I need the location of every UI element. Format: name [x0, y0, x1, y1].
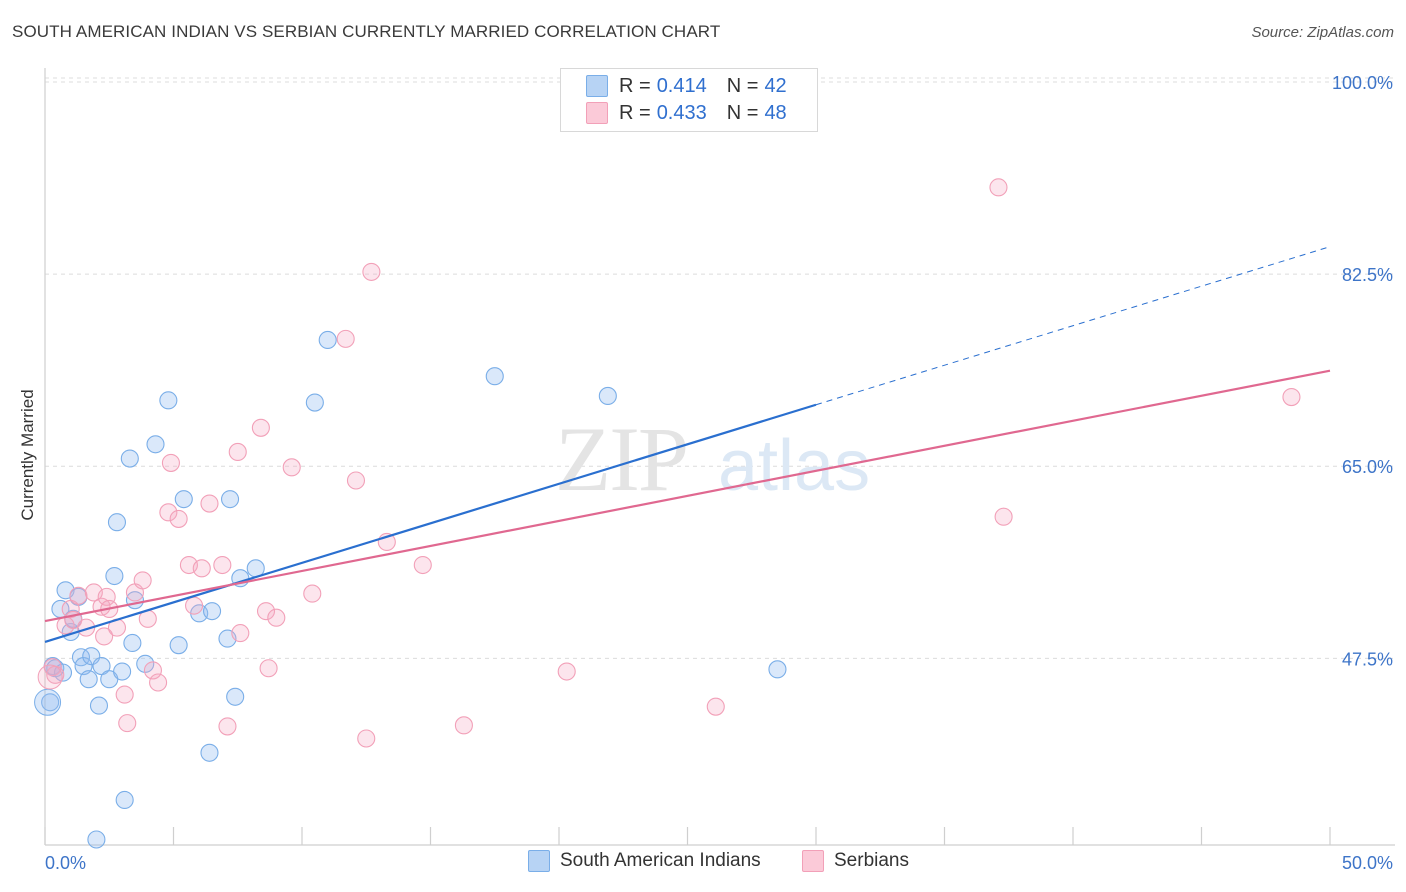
point-serbian — [362, 262, 381, 281]
watermark-atlas: atlas — [718, 426, 870, 506]
point-south-american-indian — [200, 743, 219, 762]
watermark-zip: ZIP — [555, 408, 687, 510]
point-serbian-large — [37, 664, 63, 690]
point-south-american-indian — [203, 602, 222, 621]
point-serbian — [169, 509, 188, 528]
chart-source: Source: ZipAtlas.com — [1251, 24, 1394, 41]
point-serbian — [69, 586, 88, 605]
point-serbian — [989, 178, 1008, 197]
point-south-american-indian — [115, 790, 134, 810]
point-south-american-indian — [120, 449, 139, 468]
legend-r-value: 0.433 — [656, 101, 707, 124]
legend-swatch-blue — [586, 75, 608, 97]
point-serbian — [256, 602, 276, 621]
legend-swatch-pink — [802, 850, 824, 872]
legend-row-blue: R = 0.414 N = 42 — [586, 73, 787, 99]
point-south-american-indian — [174, 490, 193, 509]
point-south-american-indian — [598, 386, 617, 406]
legend-r-label: R = — [619, 101, 651, 124]
legend-n-value: 42 — [764, 74, 787, 97]
point-south-american-indian — [79, 670, 98, 689]
point-serbian — [231, 624, 250, 643]
legend-item-south-american-indians: South American Indians — [528, 850, 761, 872]
point-south-american-indian — [146, 435, 165, 454]
point-south-american-indian — [159, 391, 178, 410]
point-serbian — [192, 559, 211, 578]
correlation-legend: R = 0.414 N = 42 R = 0.433 N = 48 — [560, 68, 818, 132]
point-south-american-indian — [105, 566, 124, 586]
watermark: ZIP atlas — [555, 408, 870, 510]
point-serbian — [95, 627, 114, 646]
point-serbian — [346, 471, 366, 490]
trend-line-serbians — [44, 369, 1331, 623]
trend-line-projection — [815, 246, 1331, 406]
point-south-american-indian — [41, 693, 60, 712]
legend-n-label: N = — [726, 101, 759, 124]
point-serbian — [143, 661, 162, 680]
point-serbian — [118, 714, 137, 733]
point-south-american-indian — [220, 490, 240, 509]
point-serbian — [994, 507, 1013, 526]
chart-title: SOUTH AMERICAN INDIAN VS SERBIAN CURRENT… — [12, 22, 721, 41]
y-tick-label: 100.0% — [1332, 73, 1393, 93]
y-tick-label: 65.0% — [1342, 457, 1393, 477]
point-south-american-indian — [136, 654, 155, 673]
point-south-american-indian — [485, 367, 504, 386]
tick-labels: 47.5% 65.0% 82.5% 100.0% 0.0% 50.0% — [45, 73, 1393, 873]
point-south-american-indian — [113, 662, 132, 681]
legend-item-serbians: Serbians — [802, 850, 909, 872]
point-serbian — [557, 662, 576, 681]
point-south-american-indian — [87, 830, 106, 849]
point-serbian — [303, 584, 322, 603]
point-south-american-indian — [89, 696, 109, 715]
point-serbian — [115, 685, 134, 704]
legend-label: South American Indians — [560, 850, 761, 871]
point-serbian — [267, 608, 286, 627]
point-serbian — [161, 453, 180, 472]
axes — [44, 68, 1395, 846]
legend-swatch-pink — [586, 102, 608, 124]
point-south-american-indian-large — [34, 688, 62, 716]
trend-line-south-american-indians — [44, 403, 817, 643]
point-serbian — [413, 555, 432, 575]
trend-lines — [44, 246, 1331, 643]
point-serbian — [454, 716, 473, 735]
legend-row-pink: R = 0.433 N = 48 — [586, 100, 787, 126]
x-tick-label: 0.0% — [45, 853, 86, 873]
legend-r-value: 0.414 — [656, 74, 707, 97]
y-tick-label: 47.5% — [1342, 649, 1393, 669]
point-serbian — [185, 596, 204, 615]
point-south-american-indian — [768, 660, 787, 679]
legend-label: Serbians — [834, 850, 909, 871]
point-serbian — [336, 329, 355, 348]
point-serbian — [282, 458, 301, 477]
legend-n-value: 48 — [764, 101, 787, 124]
point-serbian — [706, 697, 725, 716]
x-tick-label: 50.0% — [1342, 853, 1393, 873]
legend-r-label: R = — [619, 74, 651, 97]
point-serbian — [149, 673, 168, 692]
point-serbian — [259, 659, 278, 678]
point-serbian — [218, 717, 237, 736]
data-points — [34, 178, 1301, 849]
point-south-american-indian — [169, 636, 188, 655]
point-serbian — [251, 418, 270, 437]
point-south-american-indian — [318, 330, 337, 350]
point-south-american-indian — [107, 513, 127, 532]
series-legend: South American Indians Serbians — [0, 850, 1406, 878]
legend-swatch-blue — [528, 850, 550, 872]
point-south-american-indian — [226, 687, 245, 706]
point-south-american-indian — [305, 393, 324, 412]
legend-n-label: N = — [726, 74, 759, 97]
point-serbian — [133, 571, 152, 590]
point-serbian — [200, 494, 219, 513]
point-serbian — [228, 442, 247, 462]
point-serbian — [357, 729, 376, 748]
y-tick-label: 82.5% — [1342, 265, 1393, 285]
point-serbian — [159, 503, 178, 522]
point-serbian — [213, 555, 232, 575]
point-south-american-indian — [123, 633, 142, 653]
point-serbian — [1282, 388, 1301, 407]
